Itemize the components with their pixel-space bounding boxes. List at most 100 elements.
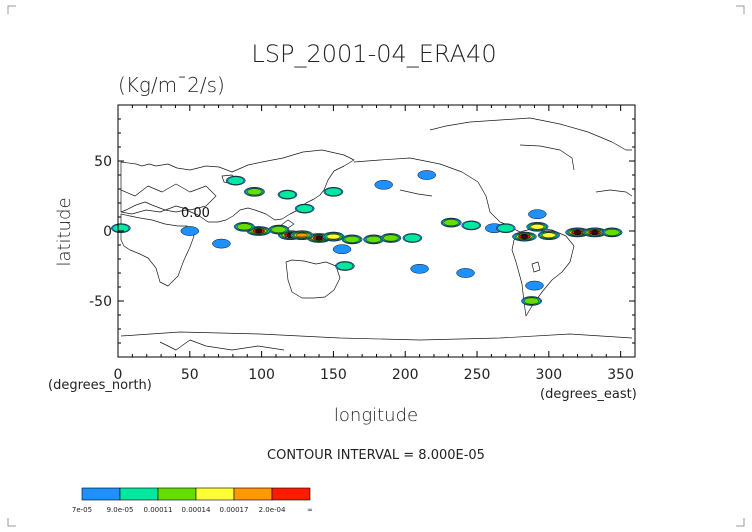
colorbar-label: ∞: [307, 506, 313, 514]
precip-cell: [294, 203, 315, 214]
x-tick-label: 200: [392, 367, 419, 383]
x-tick-label: 0: [114, 367, 123, 383]
contour-level-1: [336, 261, 354, 271]
precip-cell: [410, 263, 429, 274]
y-axis-ticks: -50 0 50: [89, 118, 635, 344]
contour-level-0: [180, 226, 200, 236]
contour-level-0: [374, 179, 393, 190]
colorbar-swatch: [119, 487, 159, 501]
contour-level-2: [246, 188, 263, 196]
contour-level-3: [326, 233, 341, 240]
contour-level-3: [541, 232, 556, 238]
contour-peak: [315, 235, 323, 241]
contour-level-1: [296, 204, 314, 213]
precip-cell: [537, 230, 560, 241]
x-tick-label: 250: [464, 367, 491, 383]
contour-level-0: [528, 209, 547, 220]
precip-cell: [341, 234, 363, 245]
x-tick-label: 300: [535, 367, 562, 383]
colorbar-label: 2.0e-04: [259, 506, 286, 514]
y-tick-label: 0: [103, 224, 112, 240]
contour-level-1: [497, 224, 515, 233]
x-tick-label: 100: [248, 367, 275, 383]
colorbar-label: 0.00017: [220, 506, 249, 514]
contour-level-0: [417, 170, 437, 180]
contour-peak: [591, 229, 599, 236]
x-tick-label: 150: [320, 367, 347, 383]
precip-cell: [440, 217, 462, 228]
contour-level-2: [344, 235, 360, 243]
precip-cell: [243, 186, 265, 197]
y-tick-label: 50: [94, 154, 112, 170]
precip-cell: [323, 186, 344, 197]
contour-level-0: [410, 263, 429, 274]
chart-title: LSP_2001-04_ERA40: [251, 40, 496, 68]
precip-cell: [180, 226, 200, 236]
contour-peak: [520, 233, 528, 240]
contour-level-1: [279, 190, 296, 199]
precip-cell: [521, 296, 543, 306]
colorbar-label: 7e-05: [72, 506, 92, 514]
precip-cell: [374, 179, 393, 190]
colorbar-label: 9.0e-05: [107, 506, 134, 514]
y-axis-label: latitude: [54, 197, 75, 266]
precip-cell: [402, 233, 423, 243]
precip-cell: [456, 268, 475, 278]
contour-peak: [574, 229, 582, 236]
contour-level-1: [324, 187, 342, 196]
contour-level-0: [525, 280, 544, 291]
precip-cell: [526, 221, 549, 232]
contour-level-1: [462, 221, 480, 230]
precipitation-contours: [111, 170, 623, 306]
colorbar-swatch: [81, 487, 121, 501]
contour-outlines: [120, 174, 541, 351]
contour-level-2: [383, 234, 399, 242]
contour-level-3: [530, 224, 545, 230]
precip-cell: [277, 189, 298, 200]
contour-level-1: [112, 224, 130, 233]
precip-cell: [335, 261, 355, 271]
x-axis-ticks: 0 50 100 150 200 250 300 350: [114, 105, 634, 383]
precip-cell: [582, 227, 608, 238]
precip-cell: [495, 223, 516, 234]
x-axis-label: longitude: [334, 405, 418, 426]
colorbar-label: 0.00011: [144, 506, 173, 514]
contour-level-2: [365, 235, 382, 243]
colorbar-swatch: [157, 487, 197, 501]
x-tick-label: 50: [181, 367, 199, 383]
contour-level-0: [212, 238, 231, 249]
contour-level-2: [271, 226, 287, 234]
precip-cell: [565, 227, 590, 238]
precip-cell: [233, 221, 255, 232]
precip-cell: [461, 220, 482, 231]
contour-level-2: [443, 219, 459, 227]
contour-level-0: [456, 268, 475, 278]
precip-cell: [528, 209, 547, 220]
y-tick-label: -50: [89, 294, 112, 310]
contour-interval-text: CONTOUR INTERVAL = 8.000E-05: [267, 448, 485, 463]
colorbar-label: 0.00014: [182, 506, 211, 514]
precip-cell: [322, 231, 345, 242]
chart-subtitle: (Kg/m¯2/s): [118, 73, 225, 97]
map-area: 0.00: [111, 117, 633, 351]
coastlines: [120, 117, 633, 341]
precip-cell: [332, 244, 352, 255]
precip-cell: [512, 231, 537, 242]
x-unit-label: (degrees_east): [540, 387, 637, 402]
precip-cell: [111, 223, 131, 234]
precip-cell: [212, 238, 231, 249]
contour-label: 0.00: [181, 206, 210, 221]
contour-level-4: [295, 233, 308, 238]
colorbar-swatch: [233, 487, 273, 501]
contour-level-1: [403, 233, 421, 243]
x-origin-label: (degrees_north): [48, 378, 152, 393]
contour-level-2: [604, 228, 620, 236]
contour-level-2: [523, 297, 540, 305]
precip-cell: [363, 234, 385, 245]
precip-cell: [417, 170, 437, 180]
precip-cell: [601, 227, 623, 238]
precip-cell: [225, 175, 246, 186]
colorbar: 7e-05 9.0e-05 0.00011 0.00014 0.00017 2.0e-04…: [72, 487, 313, 514]
contour-level-2: [236, 223, 253, 231]
